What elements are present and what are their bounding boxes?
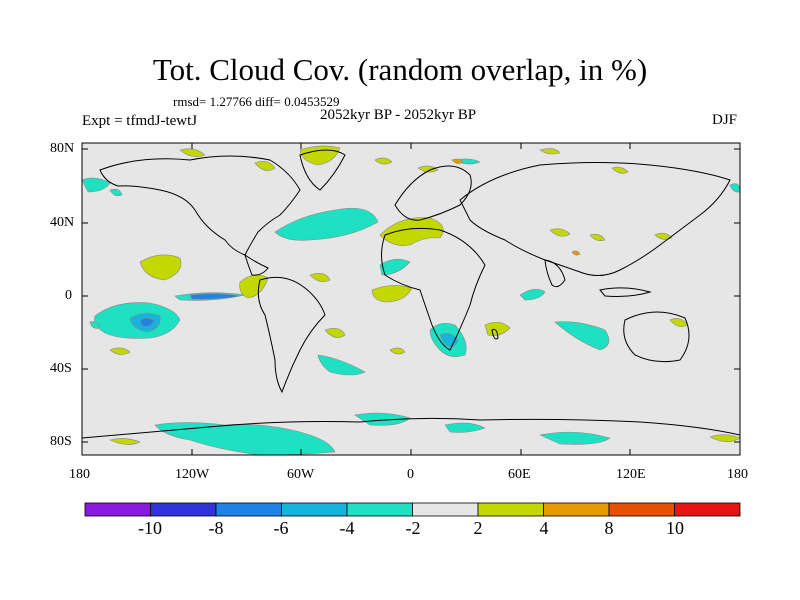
colorbar-box [412, 502, 479, 517]
colorbar-label: 10 [666, 518, 684, 538]
strong-positive-patches [451, 158, 581, 256]
colorbar [84, 502, 741, 517]
colorbar-box [608, 502, 675, 517]
lon-label-60w: 60W [287, 467, 315, 482]
lat-label-40s: 40S [50, 361, 72, 376]
lon-label-60e: 60E [508, 467, 531, 482]
lon-label-180e: 180 [727, 467, 748, 482]
colorbar-label: -6 [273, 518, 289, 538]
chart-title: Tot. Cloud Cov. (random overlap, in %) [152, 52, 648, 87]
colorbar-label: -4 [339, 518, 355, 538]
colorbar-label: 4 [539, 518, 549, 538]
lat-label-80n: 80N [50, 141, 75, 156]
lat-label-eq: 0 [65, 288, 72, 303]
colorbar-label: 2 [473, 518, 483, 538]
colorbar-label: 8 [604, 518, 614, 538]
lon-label-0: 0 [407, 467, 414, 482]
colorbar-box [477, 502, 544, 517]
stats-line: rmsd= 1.27766 diff= 0.0453529 [173, 94, 340, 109]
season-label: DJF [712, 112, 738, 128]
positive-anomaly-patches [109, 145, 741, 445]
period-label: 2052kyr BP - 2052kyr BP [320, 107, 477, 123]
colorbar-label: -8 [208, 518, 224, 538]
coastlines [81, 149, 741, 439]
colorbar-box [150, 502, 217, 517]
colorbar-box [674, 502, 741, 517]
colorbar-box [281, 502, 348, 517]
lat-label-40n: 40N [50, 215, 75, 230]
axis-ticks [81, 143, 741, 455]
lon-label-180w: 180 [69, 467, 90, 482]
colorbar-box [84, 502, 151, 517]
lon-label-120e: 120E [616, 467, 646, 482]
colorbar-box [543, 502, 610, 517]
lat-label-80s: 80S [50, 434, 72, 449]
colorbar-label: -10 [138, 518, 162, 538]
lon-label-120w: 120W [175, 467, 210, 482]
strong-negative-patches [129, 293, 459, 347]
colorbar-box [346, 502, 413, 517]
colorbar-label: -2 [405, 518, 421, 538]
colorbar-box [215, 502, 282, 517]
negative-anomaly-patches [81, 158, 741, 456]
experiment-label: Expt = tfmdJ-tewtJ [82, 113, 198, 129]
